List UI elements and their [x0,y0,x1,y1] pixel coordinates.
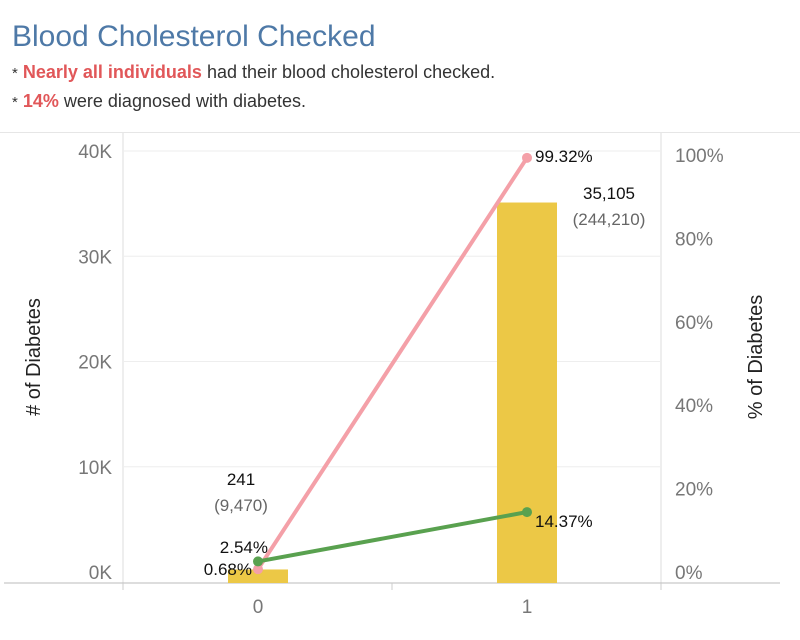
x-tick-label: 0 [253,597,264,618]
y-tick-label: 40K [78,142,112,163]
series-line [256,155,529,572]
y-tick-label: 10K [78,458,112,479]
series-point-label: 0.68% [204,560,252,579]
y2-tick-label: 20% [675,480,713,501]
highlight-text: Nearly all individuals [22,62,202,82]
series-point [253,556,263,567]
y2-tick-label: 40% [675,396,713,417]
y-tick-label: 0K [89,563,113,584]
series-point-label: 99.32% [535,147,593,166]
subtitle-line-2: * 14% were diagnosed with diabetes. [12,91,306,112]
subtitle-text: had their blood cholesterol checked. [206,62,496,82]
series-line [256,510,529,564]
series-point-label: 14.37% [535,512,593,531]
bar-value-label: 241 [227,470,255,489]
page-title: Blood Cholesterol Checked [12,20,376,53]
bar [228,569,288,583]
y2-tick-label: 80% [675,229,713,250]
y-axis-title: # of Diabetes [23,298,45,416]
series-point [522,152,532,163]
series-point-label: 2.54% [220,538,268,557]
series-point [253,564,263,575]
subtitle-line-1: * Nearly all individuals had their blood… [12,62,495,83]
y2-tick-label: 0% [675,563,703,584]
highlight-text: 14% [22,91,59,111]
y-tick-label: 20K [78,353,112,374]
bar [497,202,557,583]
subtitle-text: were diagnosed with diabetes. [63,91,307,111]
bar-value-label: 35,105 [583,184,635,203]
bullet-star: * [12,65,18,82]
bullet-star: * [12,94,18,111]
bar-total-label: (244,210) [573,210,646,229]
y2-tick-label: 100% [675,146,724,167]
series-point [522,507,532,518]
y-tick-label: 30K [78,247,112,268]
header-divider [0,132,800,133]
bar-total-label: (9,470) [214,496,268,515]
x-tick-label: 1 [522,597,533,618]
y2-tick-label: 60% [675,313,713,334]
y2-axis-title: % of Diabetes [745,295,767,420]
